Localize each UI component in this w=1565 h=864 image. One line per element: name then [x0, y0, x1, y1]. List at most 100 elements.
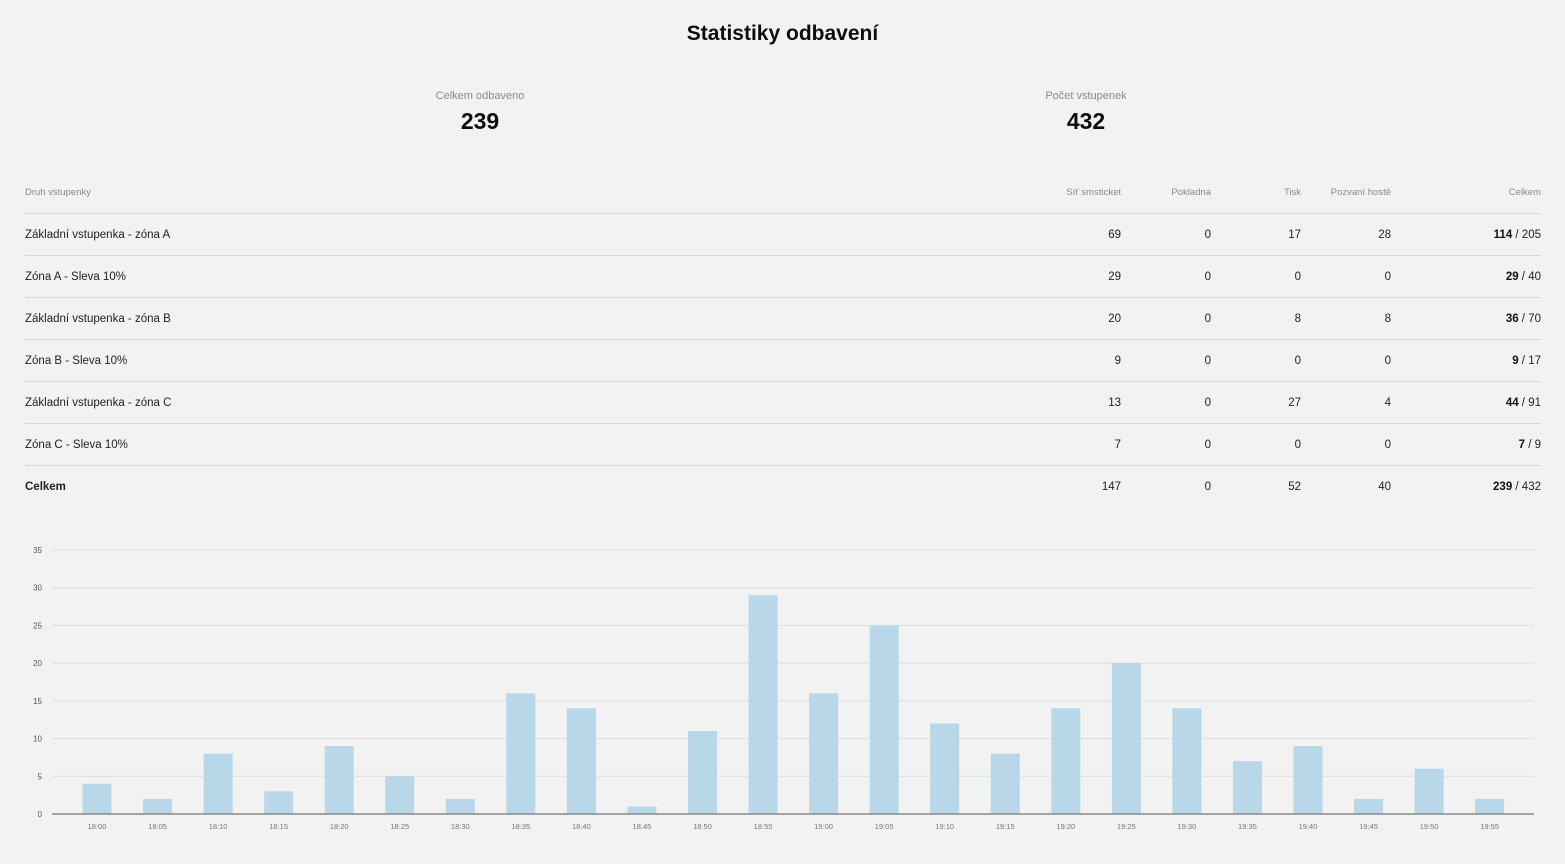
bar	[1232, 761, 1262, 814]
bar	[1354, 798, 1384, 814]
total-count: / 432	[1512, 480, 1541, 493]
x-tick-label: 18:05	[148, 822, 167, 831]
bar	[930, 723, 960, 814]
row-total: 114 / 205	[1391, 213, 1541, 256]
row-smsticket: 7	[1031, 423, 1121, 466]
y-tick-label: 30	[33, 584, 42, 593]
table-row: Zóna B - Sleva 10% 9 0 0 0 9 / 17	[25, 339, 1541, 382]
row-total-count: / 70	[1518, 312, 1541, 325]
y-tick-label: 5	[38, 772, 43, 781]
y-tick-label: 15	[33, 697, 42, 706]
total-label: Celkem	[25, 465, 1031, 507]
bar	[1051, 708, 1081, 814]
bar	[990, 753, 1020, 814]
row-print: 0	[1211, 255, 1301, 298]
bar	[1172, 708, 1202, 814]
row-print: 0	[1211, 339, 1301, 382]
row-total-checked: 7	[1518, 438, 1526, 451]
row-total: 9 / 17	[1391, 339, 1541, 382]
bar	[324, 746, 354, 814]
x-tick-label: 18:55	[754, 822, 773, 831]
y-tick-label: 25	[33, 621, 42, 630]
x-tick-label: 18:20	[330, 822, 349, 831]
row-invited-guests: 8	[1301, 297, 1391, 340]
row-total-count: / 9	[1525, 438, 1541, 451]
total-box-office: 0	[1121, 465, 1211, 507]
row-ticket-type: Zóna B - Sleva 10%	[25, 339, 1031, 382]
row-total-checked: 9	[1512, 354, 1519, 367]
x-tick-label: 18:10	[209, 822, 228, 831]
table-total-row: Celkem 147 0 52 40 239 / 432	[25, 465, 1541, 507]
x-tick-label: 19:10	[935, 822, 954, 831]
bar	[143, 798, 173, 814]
bar	[1475, 798, 1505, 814]
row-print: 17	[1211, 213, 1301, 256]
row-ticket-type: Základní vstupenka - zóna B	[25, 297, 1031, 340]
stat-checked-in-label: Celkem odbaveno	[435, 90, 525, 102]
bar	[748, 595, 778, 814]
stat-ticket-count-label: Počet vstupenek	[1045, 90, 1127, 102]
total-checked: 239	[1493, 480, 1513, 493]
checkin-bar-chart: 0 5 10 15 20 25 30 35 18:00 18:05 18:10 18:15 18:20 1…	[33, 546, 1534, 831]
header-ticket-type: Druh vstupenky	[25, 172, 1031, 214]
row-ticket-type: Základní vstupenka - zóna C	[25, 381, 1031, 424]
row-print: 27	[1211, 381, 1301, 424]
row-total-checked: 36	[1505, 312, 1519, 325]
row-total: 7 / 9	[1391, 423, 1541, 466]
stat-ticket-count-value: 432	[1066, 108, 1106, 134]
y-tick-label: 10	[33, 735, 42, 744]
total-smsticket: 147	[1031, 465, 1121, 507]
row-total-count: / 40	[1518, 270, 1541, 283]
bar	[809, 693, 839, 814]
x-tick-label: 19:50	[1420, 822, 1439, 831]
row-box-office: 0	[1121, 423, 1211, 466]
row-box-office: 0	[1121, 255, 1211, 298]
row-ticket-type: Zóna C - Sleva 10%	[25, 423, 1031, 466]
row-ticket-type: Zóna A - Sleva 10%	[25, 255, 1031, 298]
row-box-office: 0	[1121, 297, 1211, 340]
x-tick-label: 19:00	[814, 822, 833, 831]
row-smsticket: 13	[1031, 381, 1121, 424]
bar	[445, 798, 475, 814]
bar	[688, 731, 717, 814]
x-tick-label: 18:00	[88, 822, 107, 831]
row-invited-guests: 0	[1301, 255, 1391, 298]
table-row: Zóna C - Sleva 10% 7 0 0 0 7 / 9	[25, 423, 1541, 466]
row-ticket-type: Základní vstupenka - zóna A	[25, 213, 1031, 256]
row-total-checked: 114	[1493, 228, 1513, 241]
x-tick-label: 18:40	[572, 822, 591, 831]
x-tick-label: 19:20	[1056, 822, 1075, 831]
x-tick-label: 19:05	[875, 822, 894, 831]
x-tick-label: 18:45	[633, 822, 652, 831]
row-invited-guests: 28	[1301, 213, 1391, 256]
bar	[1111, 663, 1141, 814]
x-tick-label: 18:15	[269, 822, 288, 831]
y-tick-label: 0	[38, 810, 43, 819]
total-print: 52	[1211, 465, 1301, 507]
bar	[385, 776, 415, 814]
row-box-office: 0	[1121, 213, 1211, 256]
x-tick-label: 19:35	[1238, 822, 1257, 831]
x-tick-label: 18:50	[693, 822, 712, 831]
bar	[1293, 746, 1323, 814]
x-tick-label: 19:25	[1117, 822, 1136, 831]
header-total: Celkem	[1391, 172, 1541, 214]
row-total: 44 / 91	[1391, 381, 1541, 424]
y-tick-label: 20	[33, 659, 42, 668]
stat-checked-in-value: 239	[460, 108, 500, 134]
x-tick-label: 18:35	[511, 822, 530, 831]
table-row: Zóna A - Sleva 10% 29 0 0 0 29 / 40	[25, 255, 1541, 298]
row-total-checked: 29	[1505, 270, 1519, 283]
stat-ticket-count: Počet vstupenek 432	[936, 90, 1236, 135]
total-total: 239 / 432	[1391, 465, 1541, 507]
bar	[627, 806, 657, 814]
bar	[506, 693, 536, 814]
row-total-checked: 44	[1505, 396, 1519, 409]
header-smsticket: Síť smsticket	[1031, 172, 1121, 214]
bar	[264, 791, 294, 814]
row-box-office: 0	[1121, 339, 1211, 382]
bar	[82, 783, 112, 814]
x-tick-label: 19:15	[996, 822, 1015, 831]
row-smsticket: 9	[1031, 339, 1121, 382]
row-total: 36 / 70	[1391, 297, 1541, 340]
